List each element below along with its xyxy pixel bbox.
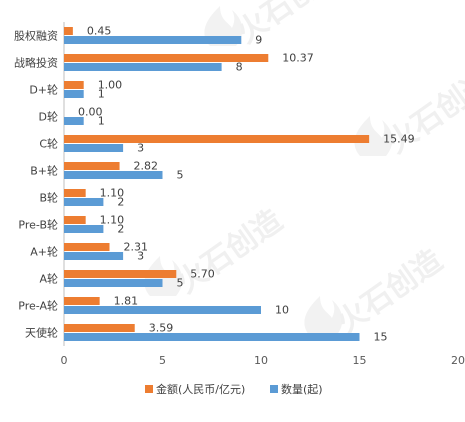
category-label: 战略投资 <box>14 56 58 70</box>
amount-data-label: 0.00 <box>78 106 103 119</box>
amount-bar <box>64 297 100 305</box>
count-data-label: 2 <box>117 223 124 236</box>
amount-data-label: 10.37 <box>282 52 314 65</box>
watermark-text: 火石创造 <box>331 243 449 340</box>
amount-data-label: 0.45 <box>87 25 112 38</box>
legend-swatch-amount <box>145 385 153 393</box>
amount-data-label: 1.81 <box>114 295 139 308</box>
bars <box>64 27 370 341</box>
count-bar <box>64 63 222 71</box>
count-data-label: 3 <box>137 142 144 155</box>
count-data-label: 1 <box>98 115 105 128</box>
amount-data-label: 5.70 <box>190 268 215 281</box>
axes: 0 5 10 15 20股权融资战略投资D+轮D轮C轮B+轮B轮Pre-B轮A+轮A轮P… <box>14 22 465 367</box>
category-label: 天使轮 <box>25 326 58 340</box>
amount-bar <box>64 135 370 143</box>
category-label: 股权融资 <box>14 30 58 43</box>
count-bar <box>64 225 104 233</box>
x-tick-label: 10 <box>254 354 268 367</box>
amount-bar <box>64 243 110 251</box>
count-data-label: 2 <box>117 196 124 209</box>
count-bar <box>64 279 163 287</box>
watermark-text: 火石创造 <box>171 203 289 300</box>
count-data-label: 9 <box>255 34 262 47</box>
count-data-label: 5 <box>177 277 184 290</box>
legend-label-count: 数量(起) <box>281 383 323 396</box>
amount-data-label: 1.00 <box>98 79 123 92</box>
amount-data-label: 1.10 <box>100 214 125 227</box>
legend: 金额(人民币/亿元) 数量(起) <box>145 382 323 396</box>
category-label: Pre-A轮 <box>18 299 58 313</box>
amount-bar <box>64 216 86 224</box>
watermark-text: 火石创造 <box>231 0 349 51</box>
count-data-label: 8 <box>236 61 243 74</box>
count-data-label: 10 <box>275 304 289 317</box>
flame-logo-icon <box>304 296 343 336</box>
count-bar <box>64 171 163 179</box>
flame-logo-icon <box>354 116 393 156</box>
amount-bar <box>64 189 86 197</box>
count-bar <box>64 306 261 314</box>
category-label: Pre-B轮 <box>18 218 58 232</box>
count-data-label: 5 <box>177 169 184 182</box>
amount-data-label: 2.82 <box>134 160 159 173</box>
count-data-label: 3 <box>137 250 144 263</box>
x-tick-label: 20 <box>451 354 465 367</box>
amount-bar <box>64 324 135 332</box>
amount-bar <box>64 81 84 89</box>
amount-data-label: 1.10 <box>100 187 125 200</box>
count-data-label: 1 <box>98 88 105 101</box>
category-label: D轮 <box>39 110 58 124</box>
count-bar <box>64 117 84 125</box>
amount-data-label: 15.49 <box>383 133 415 146</box>
amount-data-label: 2.31 <box>124 241 149 254</box>
count-bar <box>64 333 360 341</box>
x-tick-label: 0 <box>61 354 68 367</box>
count-bar <box>64 144 124 152</box>
category-label: B轮 <box>39 191 58 205</box>
category-label: B+轮 <box>30 164 58 178</box>
category-label: D+轮 <box>29 83 58 97</box>
count-bar <box>64 90 84 98</box>
count-bar <box>64 252 124 260</box>
amount-bar <box>64 54 269 62</box>
legend-label-amount: 金额(人民币/亿元) <box>156 382 245 396</box>
labels: 0.45910.3781.0010.00115.4932.8251.1021.1… <box>78 25 415 344</box>
category-label: A+轮 <box>30 245 58 259</box>
amount-data-label: 3.59 <box>149 322 174 335</box>
legend-swatch-count <box>270 385 278 393</box>
x-tick-label: 15 <box>353 354 367 367</box>
category-label: C轮 <box>39 137 58 151</box>
count-bar <box>64 36 242 44</box>
x-tick-label: 5 <box>159 354 166 367</box>
amount-bar <box>64 162 120 170</box>
count-data-label: 15 <box>374 331 388 344</box>
amount-bar <box>64 27 73 35</box>
count-bar <box>64 198 104 206</box>
category-label: A轮 <box>39 272 58 286</box>
amount-bar <box>64 270 177 278</box>
watermark-text: 火石创造 <box>381 63 465 160</box>
